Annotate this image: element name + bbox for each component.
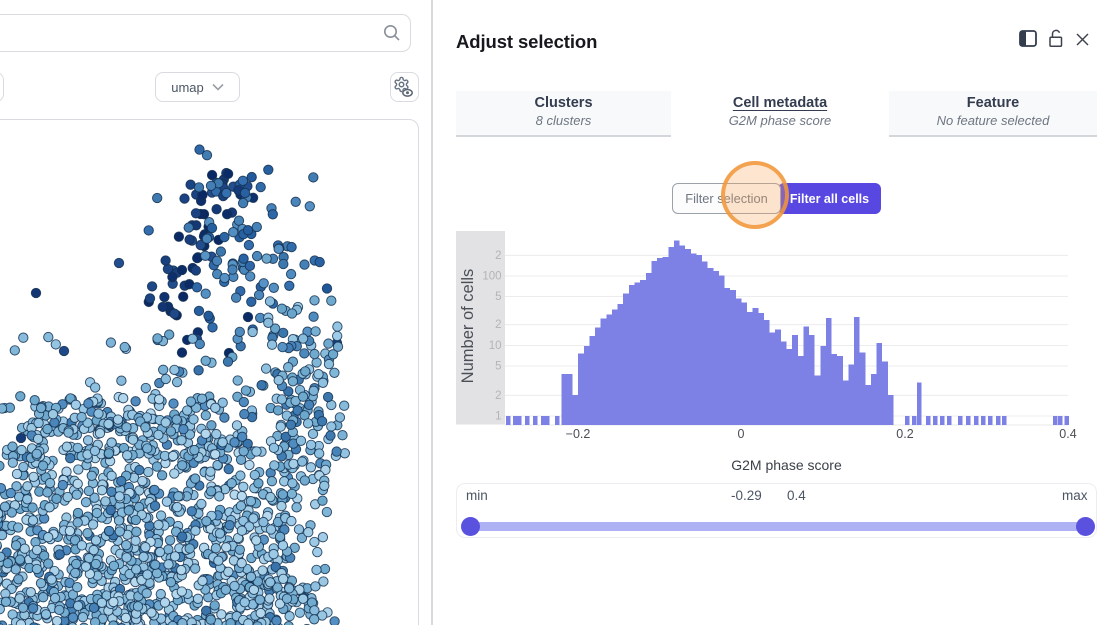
svg-text:1: 1	[495, 411, 501, 423]
svg-text:2: 2	[495, 250, 501, 262]
svg-text:−0.2: −0.2	[566, 427, 591, 441]
svg-text:2: 2	[495, 319, 501, 331]
svg-text:100: 100	[482, 271, 501, 283]
svg-text:0.2: 0.2	[896, 427, 913, 441]
svg-text:5: 5	[495, 361, 501, 373]
svg-text:2: 2	[495, 390, 501, 402]
svg-text:0.4: 0.4	[1059, 427, 1076, 441]
svg-text:10: 10	[489, 340, 502, 352]
svg-text:Number of cells: Number of cells	[459, 269, 477, 384]
svg-text:5: 5	[495, 291, 501, 303]
svg-text:0: 0	[738, 427, 745, 441]
